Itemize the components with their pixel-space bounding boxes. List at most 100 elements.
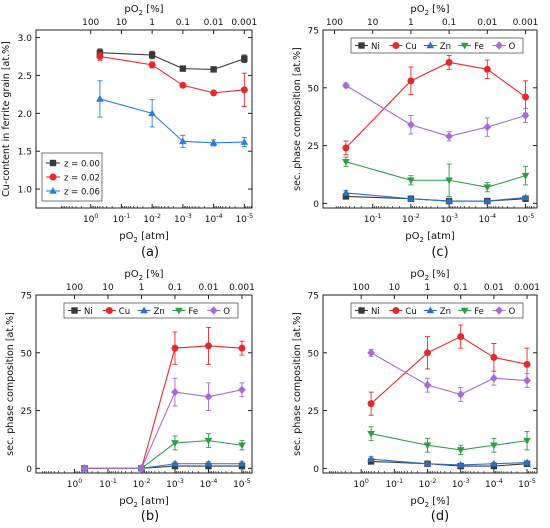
marker [445,132,453,141]
y-tick-label: 0 [313,200,319,210]
marker [171,344,179,352]
y-tick-label: 50 [308,84,320,94]
top-tick-label: 1 [408,18,414,28]
legend-label: z = 0.00 [64,160,100,170]
y-tick-label: 0 [26,465,32,475]
legend-label: Cu [405,307,416,317]
marker [423,442,432,450]
marker [407,120,415,129]
series-line [370,335,528,405]
marker [445,177,453,185]
marker [148,61,156,69]
legend-label: O [509,307,516,317]
y-tick-label: 75 [21,292,32,302]
marker [171,440,179,447]
x-tick-label: 10-4 [205,213,223,225]
marker [423,459,432,467]
marker [238,459,246,467]
legend-label: O [223,307,230,317]
marker [238,442,246,450]
marker [240,138,249,145]
marker [367,348,375,357]
series-line [84,389,243,469]
marker [358,42,365,49]
marker [49,187,57,194]
series-line [99,55,245,94]
marker [241,55,248,62]
marker [426,306,435,314]
marker [171,387,179,397]
marker [96,94,104,102]
legend-label: Zn [440,42,451,52]
top-axis-label: pO2 [%] [410,269,449,282]
marker [49,173,57,181]
x-tick-label: 10-1 [99,478,117,490]
y-tick-label: 75 [308,292,319,302]
marker [407,77,415,85]
x-tick-label: 10-3 [440,213,458,225]
panel-label: (a) [141,245,159,260]
marker [490,374,498,383]
legend-label: Fe [188,307,198,317]
marker [424,349,432,357]
x-tick-label: 10-4 [485,478,503,490]
marker [521,172,530,180]
y-tick-label: 0 [313,465,319,475]
marker [179,65,187,72]
top-tick-label: 0.1 [176,18,190,28]
y-axis-label: sec. phase composition [at.%] [292,47,303,191]
x-tick-label: 10-5 [518,478,536,490]
marker [490,459,498,467]
y-tick-label: 25 [308,407,319,417]
marker [445,58,453,66]
marker [456,447,465,454]
marker [148,109,156,117]
marker [148,51,156,59]
y-axis-label: sec. phase composition [at.%] [292,312,303,456]
legend-label: Cu [119,307,130,317]
marker [495,41,503,50]
legend-box [350,37,524,54]
marker [521,193,530,201]
plot-frame [35,29,253,209]
marker [426,41,435,49]
top-tick-label: 100 [326,18,343,28]
top-tick-label: 0.01 [198,283,218,293]
marker [483,65,491,73]
marker [342,158,350,166]
marker [460,307,469,315]
panel-label: (d) [431,509,449,524]
y-tick-label: 50 [21,349,33,359]
top-tick-label: 0.001 [514,283,540,293]
y-tick-label: 2.5 [18,72,32,82]
marker [209,306,218,315]
marker [457,333,465,341]
x-tick-label: 10-3 [452,478,470,490]
chart-panel-1: 10-1 10-2 10-3 10-4 10-5 100 10 1 0.1 0.01 0.001 pO… [292,4,538,260]
x-tick-label: 10-5 [235,213,253,225]
y-axis-label: Cu-content in ferrite grain [at.%] [1,41,12,197]
marker [523,458,531,466]
marker [456,390,465,399]
x-tick-label: 10-2 [143,213,161,225]
marker [204,459,213,467]
y-tick-label: 1.0 [18,186,33,196]
x-tick-label: 100 [83,213,98,225]
marker [238,385,246,394]
marker [71,307,78,314]
top-tick-label: 10 [102,283,114,293]
marker [392,42,400,49]
legend-label: Zn [440,307,451,317]
marker [367,430,375,438]
top-tick-label: 0.01 [477,18,497,28]
marker [209,138,218,146]
marker [80,464,89,473]
plot-frame [322,29,538,209]
top-tick-label: 0.001 [229,283,255,293]
legend-label: Fe [474,42,484,52]
marker [523,437,531,445]
marker [240,86,248,94]
marker [445,197,453,204]
marker [210,66,217,73]
